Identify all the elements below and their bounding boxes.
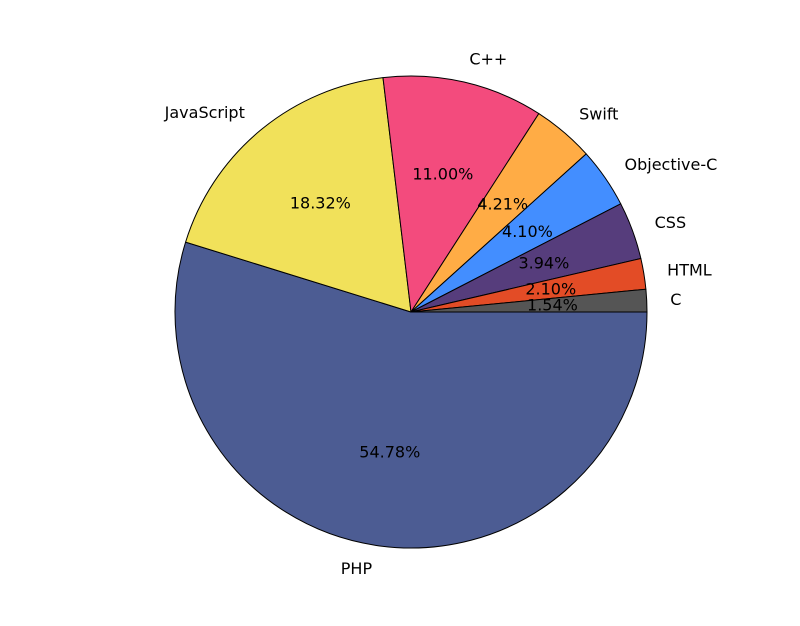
- category-labels: PHP JavaScript C++ Swift Objective-C CSS HTML C: [164, 50, 718, 579]
- slice-javascript: [185, 77, 412, 313]
- category-label-javascript: JavaScript: [164, 103, 245, 122]
- category-label-swift: Swift: [579, 105, 618, 124]
- pct-label-javascript: 18.32%: [290, 194, 351, 213]
- pct-label-php: 54.78%: [359, 443, 420, 462]
- category-label-objective-c: Objective-C: [625, 155, 718, 174]
- category-label-css: CSS: [655, 213, 686, 232]
- pct-label-objective-c: 4.10%: [502, 222, 553, 241]
- category-label-html: HTML: [667, 260, 712, 279]
- pct-label-html: 2.10%: [525, 280, 576, 299]
- slice-c: [410, 288, 648, 313]
- pct-label-css: 3.94%: [518, 254, 569, 273]
- pct-label-swift: 4.21%: [477, 195, 528, 214]
- category-label-c: C: [670, 290, 681, 309]
- category-label-cpp: C++: [469, 50, 507, 69]
- slice-php: [174, 241, 648, 549]
- pie-slices: [174, 75, 648, 549]
- pct-label-c: 1.54%: [527, 296, 578, 315]
- percent-labels: 54.78% 18.32% 11.00%4.21% 4.10% 3.94% 2.10%1.…: [290, 165, 578, 462]
- category-label-php: PHP: [341, 559, 373, 578]
- slice-cpp: [382, 75, 540, 313]
- pct-label-cpp: 11.00%: [412, 165, 473, 184]
